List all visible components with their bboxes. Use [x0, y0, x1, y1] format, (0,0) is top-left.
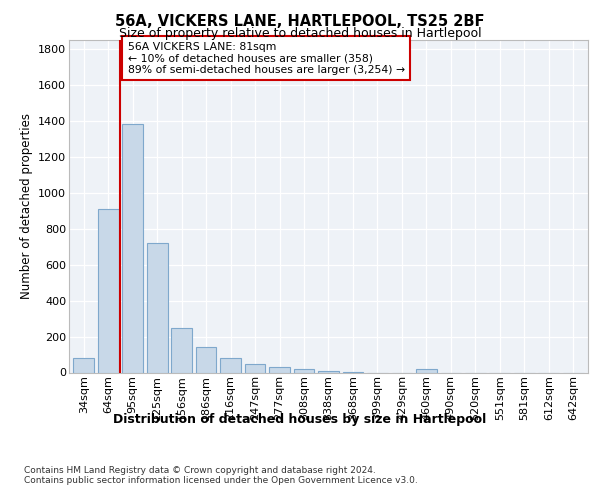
- Y-axis label: Number of detached properties: Number of detached properties: [20, 114, 32, 299]
- Bar: [73, 358, 94, 372]
- Bar: [171, 328, 192, 372]
- Text: Distribution of detached houses by size in Hartlepool: Distribution of detached houses by size …: [113, 412, 487, 426]
- Text: Size of property relative to detached houses in Hartlepool: Size of property relative to detached ho…: [119, 28, 481, 40]
- Text: 56A VICKERS LANE: 81sqm
← 10% of detached houses are smaller (358)
89% of semi-d: 56A VICKERS LANE: 81sqm ← 10% of detache…: [128, 42, 405, 75]
- Bar: [318, 370, 339, 372]
- Bar: [196, 348, 217, 372]
- Text: Contains public sector information licensed under the Open Government Licence v3: Contains public sector information licen…: [24, 476, 418, 485]
- Bar: [245, 364, 265, 372]
- Text: Contains HM Land Registry data © Crown copyright and database right 2024.: Contains HM Land Registry data © Crown c…: [24, 466, 376, 475]
- Bar: [293, 369, 314, 372]
- Bar: [147, 243, 167, 372]
- Bar: [416, 369, 437, 372]
- Bar: [122, 124, 143, 372]
- Bar: [220, 358, 241, 372]
- Text: 56A, VICKERS LANE, HARTLEPOOL, TS25 2BF: 56A, VICKERS LANE, HARTLEPOOL, TS25 2BF: [115, 14, 485, 29]
- Bar: [269, 367, 290, 372]
- Bar: [98, 209, 119, 372]
